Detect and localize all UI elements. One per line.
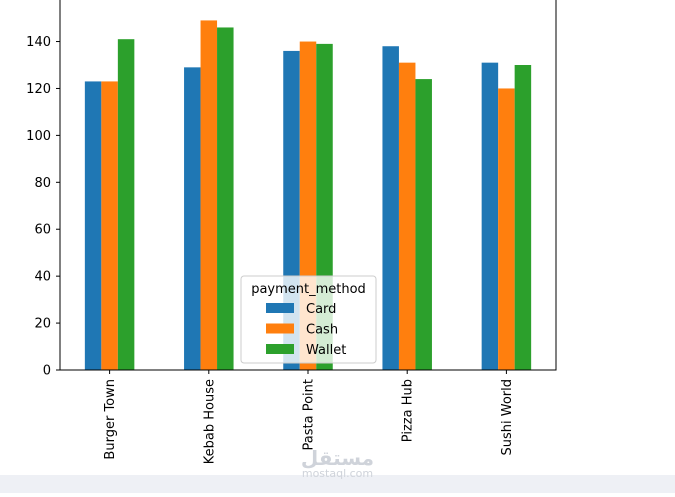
legend-swatch-card	[266, 303, 294, 313]
bar-wallet-sushi-world	[514, 65, 532, 370]
watermark-logo-text: مستقل	[300, 446, 375, 470]
watermark-domain: mostaql.com	[301, 467, 374, 480]
bar-cash-burger-town	[101, 81, 118, 370]
x-tick-label: Pizza Hub	[401, 379, 416, 442]
bar-wallet-burger-town	[117, 39, 135, 370]
footer-strip	[0, 475, 675, 493]
legend-label-wallet: Wallet	[306, 343, 346, 358]
bar-cash-pizza-hub	[398, 62, 416, 371]
x-tick-label: Kebab House	[202, 379, 217, 464]
y-tick-label: 140	[26, 35, 51, 50]
bar-card-pizza-hub	[382, 46, 399, 370]
x-tick-label: Sushi World	[500, 379, 515, 456]
bar-card-kebab-house	[184, 67, 201, 370]
legend-label-cash: Cash	[306, 323, 338, 338]
legend-swatch-cash	[266, 323, 294, 334]
legend-swatch-wallet	[266, 344, 294, 354]
bar-cash-kebab-house	[200, 20, 218, 371]
axes-layer: 0 20 40 60 80 100 120 140 Burger Town Kebab House…	[26, 0, 557, 464]
y-tick-label: 60	[34, 223, 51, 238]
y-tick-label: 0	[43, 364, 51, 379]
bar-cash-sushi-world	[498, 88, 515, 370]
bar-card-burger-town	[84, 81, 102, 370]
watermark-logo: مستقل mostaql.com	[280, 448, 395, 480]
legend: payment_method Card Cash Wallet	[240, 275, 377, 364]
legend-box	[240, 275, 377, 364]
x-tick-label: Pasta Point	[302, 379, 317, 450]
bar-wallet-kebab-house	[217, 27, 234, 370]
x-tick-label: Burger Town	[103, 379, 118, 460]
y-tick-label: 120	[26, 82, 51, 97]
legend-label-card: Card	[306, 302, 336, 317]
bar-card-sushi-world	[481, 62, 499, 371]
y-tick-label: 100	[26, 129, 51, 144]
bar-wallet-pizza-hub	[415, 79, 432, 371]
y-tick-label: 40	[34, 270, 51, 285]
y-tick-label: 80	[34, 176, 51, 191]
legend-title: payment_method	[251, 282, 366, 297]
y-tick-label: 20	[34, 317, 51, 332]
